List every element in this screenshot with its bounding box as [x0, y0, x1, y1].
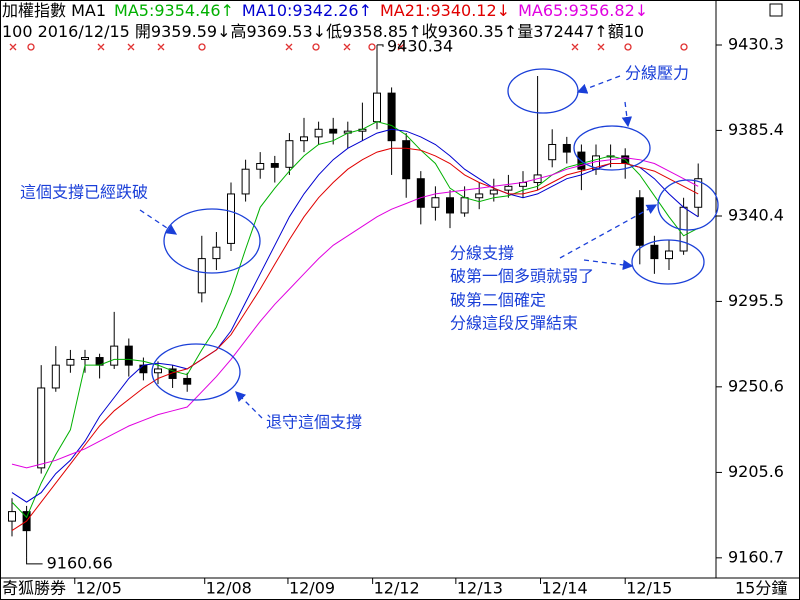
y-tick-label: 9340.4 — [728, 206, 784, 225]
header-row: 加權指數 MA1 MA5:9354.46↑ MA10:9342.26↑ MA21:93… — [2, 0, 652, 21]
candle-body — [81, 357, 89, 360]
candle-body — [548, 143, 557, 161]
candle-body — [8, 511, 16, 522]
y-tick-label: 9205.6 — [728, 462, 784, 481]
annotation: 退守這個支撐 — [266, 413, 362, 432]
candle-body — [270, 163, 279, 168]
candle-body — [300, 136, 308, 142]
candle-body — [373, 92, 381, 123]
title: 加權指數 MA1 — [2, 1, 107, 20]
subtitle: 100 2016/12/15 開9359.59↓高9369.53↓低9358.8… — [2, 22, 645, 41]
x-tick-label: 12/14 — [542, 579, 588, 598]
candle-body — [431, 197, 440, 208]
legend-entry: MA5:9354.46↑ — [114, 1, 234, 20]
candle-body — [475, 193, 484, 199]
candle-body — [387, 92, 396, 142]
ma-line — [11, 128, 699, 503]
source-label: 奇狐勝券 — [2, 579, 66, 598]
candle-body — [446, 197, 454, 214]
y-tick-label: 9295.5 — [728, 291, 784, 310]
annotation: 分線壓力 — [625, 64, 689, 83]
candle-body — [694, 178, 703, 208]
candle-body — [460, 197, 469, 214]
candle-body — [489, 189, 498, 195]
candle-body — [37, 387, 46, 469]
candle-body — [402, 140, 411, 180]
high-label: 9430.34 — [387, 36, 453, 55]
y-tick-label: 9385.4 — [728, 120, 784, 139]
y-tick-label: 9250.6 — [728, 376, 784, 395]
x-tick-label: 12/12 — [374, 579, 420, 598]
legend-entry: MA10:9342.26↑ — [241, 1, 372, 20]
x-tick-label: 12/08 — [206, 579, 252, 598]
candle-body — [285, 140, 294, 168]
annotation: 破第二個確定 — [450, 291, 546, 310]
y-tick-label: 9430.3 — [728, 35, 784, 54]
candle-body — [51, 364, 60, 389]
annotation: 這個支撐已經跌破 — [20, 183, 148, 202]
header: 加權指數 MA1 MA5:9354.46↑ MA10:9342.26↑ MA21:93… — [2, 0, 652, 42]
x-tick-label: 12/15 — [626, 579, 672, 598]
ma-line — [11, 147, 699, 532]
signal-markers — [9, 43, 688, 51]
candle-body — [650, 244, 659, 260]
x-tick-label: 12/09 — [289, 579, 335, 598]
low-label: 9160.66 — [47, 553, 113, 572]
candle-body — [124, 345, 133, 366]
window-button[interactable] — [769, 3, 783, 17]
candle-body — [197, 258, 206, 294]
candle-body — [562, 143, 571, 153]
candle-body — [665, 250, 673, 260]
annotation: 分線這段反彈結束 — [450, 314, 578, 333]
annotation-shapes — [139, 68, 719, 419]
x-tick-label: 12/13 — [457, 579, 503, 598]
candle-body — [227, 193, 235, 244]
y-tick-label: 9160.7 — [728, 547, 784, 566]
candle-body — [212, 246, 221, 260]
candle-body — [314, 128, 323, 138]
period-label: 15分鐘 — [735, 579, 787, 598]
candle-body — [329, 128, 338, 134]
candle-body — [504, 185, 513, 191]
candle-body — [139, 364, 148, 374]
candle-body — [635, 197, 644, 246]
candle-body — [66, 358, 75, 366]
candle-body — [183, 377, 192, 385]
legend: MA5:9354.46↑ MA10:9342.26↑ MA21:9340.12↓ MA… — [108, 1, 650, 20]
candle-body — [256, 163, 265, 170]
legend-entry: MA21:9340.12↓ — [380, 1, 511, 20]
ma-line — [11, 121, 699, 519]
high-pointer — [377, 44, 384, 47]
candle-body — [416, 178, 425, 208]
x-tick-label: 12/05 — [76, 579, 122, 598]
candle-body — [241, 168, 250, 195]
ma-line — [11, 157, 699, 469]
candle-body — [154, 368, 162, 374]
low-pointer — [26, 557, 43, 565]
annotation: 破第一個多頭就弱了 — [450, 267, 594, 286]
legend-entry: MA65:9356.82↓ — [518, 1, 649, 20]
plot-area: 9160.7 9205.6 9250.6 9295.5 9340.4 9385.4 9430… — [2, 35, 787, 598]
annotation: 分線支撐 — [450, 244, 514, 263]
candle-body — [110, 345, 119, 366]
